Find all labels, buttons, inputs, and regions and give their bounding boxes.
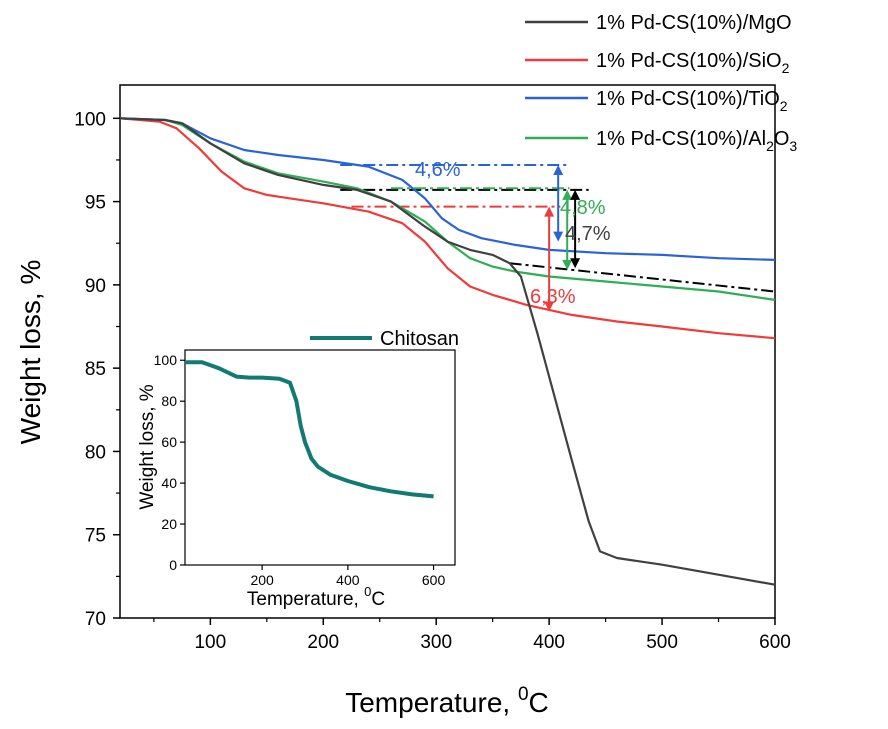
legend-entry-mgo: 1% Pd-CS(10%)/MgO <box>525 12 792 34</box>
legend-entry-tio2: 1% Pd-CS(10%)/TiO2 <box>525 88 788 114</box>
main-plot-frame <box>119 84 776 619</box>
inset-y-tick-label: 40 <box>161 475 177 491</box>
main-y-tick-label: 100 <box>74 109 106 130</box>
inset-axes: 200 400 600 0 20 40 60 80 100 <box>154 352 446 588</box>
main-y-tick-label: 70 <box>85 609 106 630</box>
inset-y-tick-label: 100 <box>154 352 178 368</box>
main-x-tick-label: 300 <box>420 632 452 653</box>
main-x-tick-label: 400 <box>533 632 565 653</box>
inset-series-line <box>185 360 434 499</box>
main-x-tick-label: 100 <box>194 632 226 653</box>
inset-legend: Chitosan <box>310 328 459 350</box>
loss-arrow-head-up <box>562 189 573 200</box>
main-x-tick-label: 500 <box>646 632 678 653</box>
inset-y-tick-label: 0 <box>169 557 177 573</box>
legend-label-tio2: 1% Pd-CS(10%)/TiO2 <box>596 88 788 114</box>
inset-x-tick-label: 600 <box>422 572 446 588</box>
legend-label-sio2: 1% Pd-CS(10%)/SiO2 <box>596 50 790 76</box>
inset-legend-label: Chitosan <box>380 328 459 350</box>
reference-line <box>509 262 776 293</box>
loss-arrow-head-down <box>562 259 573 270</box>
annotation-mgo-loss: 4,7% <box>565 223 611 245</box>
inset-chart: 200 400 600 0 20 40 60 80 100 Temperature, 0C We… <box>137 328 459 610</box>
inset-x-tick-label: 200 <box>250 572 274 588</box>
annotation-sio2-loss: 6,3% <box>530 286 576 308</box>
main-y-tick-label: 75 <box>85 526 106 547</box>
annotation-al2o3-loss: 4,8% <box>560 197 606 219</box>
main-y-tick-label: 90 <box>85 276 106 297</box>
inset-series-chitosan <box>185 360 434 499</box>
main-x-axis-title: Temperature, 0C <box>345 684 549 718</box>
loss-arrow-head-up <box>553 164 564 175</box>
inset-y-tick-label: 20 <box>161 516 177 532</box>
loss-arrows <box>544 164 581 312</box>
legend-label-mgo: 1% Pd-CS(10%)/MgO <box>596 12 792 34</box>
main-y-axis-title: Weight loss, % <box>15 260 46 445</box>
series-line-0 <box>119 117 776 586</box>
series-line-1 <box>119 117 776 340</box>
main-x-tick-label: 200 <box>307 632 339 653</box>
loss-arrow-head-down <box>553 231 564 242</box>
legend-label-al2o3: 1% Pd-CS(10%)/Al2O3 <box>596 128 797 154</box>
inset-x-axis-title: Temperature, 0C <box>247 584 385 610</box>
main-series-lines <box>119 117 776 586</box>
main-y-tick-label: 85 <box>85 359 106 380</box>
legend-entry-al2o3: 1% Pd-CS(10%)/Al2O3 <box>525 128 797 154</box>
inset-y-axis-title: Weight loss, % <box>137 384 158 509</box>
inset-x-tick-label: 400 <box>336 572 360 588</box>
inset-y-tick-label: 60 <box>161 434 177 450</box>
main-y-tick-label: 95 <box>85 193 106 214</box>
reference-lines <box>340 163 776 293</box>
series-line-2 <box>119 117 776 261</box>
legend: 1% Pd-CS(10%)/MgO 1% Pd-CS(10%)/SiO2 1% … <box>525 12 797 154</box>
loss-arrow-head-down <box>544 301 555 312</box>
inset-y-tick-label: 80 <box>161 393 177 409</box>
loss-arrow-head-down <box>570 258 581 269</box>
inset-plot-frame <box>184 349 456 566</box>
loss-arrow-head-up <box>570 189 581 200</box>
annotation-tio2-loss: 4,6% <box>415 159 461 181</box>
main-y-tick-label: 80 <box>85 442 106 463</box>
legend-entry-sio2: 1% Pd-CS(10%)/SiO2 <box>525 50 790 76</box>
loss-arrow-head-up <box>544 206 555 217</box>
main-x-tick-label: 600 <box>759 632 791 653</box>
